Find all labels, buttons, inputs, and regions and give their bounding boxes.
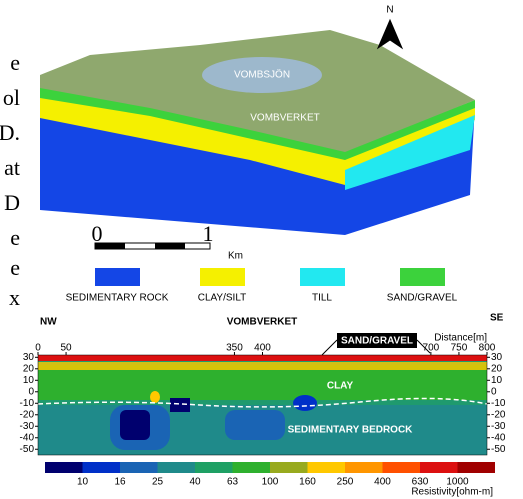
profile-center: VOMBVERKET xyxy=(227,317,298,328)
colorbar-cell xyxy=(83,462,121,473)
legend-swatch xyxy=(300,268,345,286)
y-tick-label: 30 xyxy=(23,352,35,363)
colorbar-cell xyxy=(458,462,496,473)
y-tick-label: 0 xyxy=(28,386,34,397)
colorbar-tick-label: 160 xyxy=(299,477,316,488)
colorbar-tick-label: 40 xyxy=(189,477,201,488)
colorbar-tick-label: 16 xyxy=(114,477,126,488)
legend-label: TILL xyxy=(312,293,332,304)
fragment: e xyxy=(10,225,20,250)
colorbar-cell xyxy=(270,462,308,473)
fragment: e xyxy=(10,255,20,280)
y-tick-label: -50 xyxy=(20,444,35,455)
colorbar-cell xyxy=(345,462,383,473)
colorbar-tick-label: 250 xyxy=(337,477,354,488)
block-diagram xyxy=(40,20,475,249)
y-tick-label-right: -30 xyxy=(491,421,506,432)
site-label: VOMBVERKET xyxy=(250,113,319,124)
scale-start: 0 xyxy=(92,221,103,246)
legend-swatch xyxy=(200,268,245,286)
y-tick-label-right: 0 xyxy=(491,386,497,397)
x-tick-label: 0 xyxy=(35,343,41,354)
scale-end: 1 xyxy=(203,221,214,246)
north: N xyxy=(386,5,393,16)
y-tick-label-right: -20 xyxy=(491,409,506,420)
colorbar-cell xyxy=(158,462,196,473)
y-tick-label-right: 10 xyxy=(491,375,503,386)
colorbar-tick-label: 630 xyxy=(412,477,429,488)
colorbar-cell xyxy=(420,462,458,473)
y-tick-label-right: -40 xyxy=(491,432,506,443)
colorbar-cell xyxy=(233,462,271,473)
y-tick-label: -40 xyxy=(20,432,35,443)
legend: SEDIMENTARY ROCK CLAY/SILT TILL SAND/GRAVEL xyxy=(66,268,458,304)
fragment: e xyxy=(10,50,20,75)
bedrock-label: SEDIMENTARY BEDROCK xyxy=(288,425,414,436)
y-tick-label-right: -10 xyxy=(491,398,506,409)
colorbar-tick-label: 63 xyxy=(227,477,239,488)
profile-left: NW xyxy=(40,317,57,328)
clay-label: CLAY xyxy=(327,381,354,392)
y-tick-label: 10 xyxy=(23,375,35,386)
colorbar-tick-label: 400 xyxy=(374,477,391,488)
scale-unit: Km xyxy=(228,251,243,262)
x-tick-label: 400 xyxy=(254,343,271,354)
y-tick-label-right: -50 xyxy=(491,444,506,455)
fragment: D xyxy=(4,190,20,215)
x-tick-label: 750 xyxy=(451,343,468,354)
colorbar-cell xyxy=(308,462,346,473)
y-tick-label-right: 20 xyxy=(491,363,503,374)
x-tick-label: 50 xyxy=(61,343,73,354)
lake-label: VOMBSJÖN xyxy=(234,69,290,81)
colorbar-tick-label: 100 xyxy=(262,477,279,488)
colorbar-cell xyxy=(195,462,233,473)
legend-label: SEDIMENTARY ROCK xyxy=(66,293,169,304)
legend-label: CLAY/SILT xyxy=(198,293,247,304)
colorbar-tick-label: 25 xyxy=(152,477,164,488)
y-tick-label-right: 30 xyxy=(491,352,503,363)
legend-label: SAND/GRAVEL xyxy=(387,293,458,304)
y-tick-label: -30 xyxy=(20,421,35,432)
fragment: at xyxy=(4,155,20,180)
colorbar-tick-label: 1000 xyxy=(446,477,469,488)
y-tick-label: 20 xyxy=(23,363,35,374)
colorbar-tick-label: 10 xyxy=(77,477,89,488)
callout: SAND/GRAVEL xyxy=(341,336,413,347)
colorbar-cell xyxy=(120,462,158,473)
fragment: ol xyxy=(3,85,20,110)
figure: N VOMBSJÖN VOMBVERKET 0 1 Km SEDIMENTARY… xyxy=(0,0,523,499)
profile-right: SE xyxy=(490,313,504,324)
legend-swatch xyxy=(95,268,140,286)
colorbar-cell xyxy=(45,462,83,473)
x-tick-label: 700 xyxy=(423,343,440,354)
colorbar-cell xyxy=(383,462,421,473)
legend-swatch xyxy=(400,268,445,286)
x-tick-label: 350 xyxy=(226,343,243,354)
colorbar-label: Resistivity[ohm-m] xyxy=(411,487,493,498)
y-tick-label: -20 xyxy=(20,409,35,420)
fragment: D. xyxy=(0,120,20,145)
fragment: x xyxy=(9,285,20,310)
y-tick-label: -10 xyxy=(20,398,35,409)
